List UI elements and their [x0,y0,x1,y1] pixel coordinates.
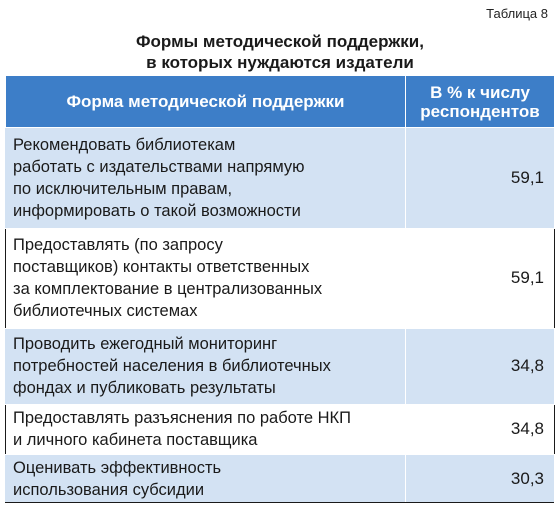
row-1-line-4: информировать о такой возможности [13,201,301,220]
support-forms-table: Форма методической поддержки В % к числу… [5,75,555,504]
row-4-percent: 34,8 [405,404,555,455]
header-percent-line-1: В % к числу [430,82,530,102]
row-3-line-1: Проводить ежегодный мониторинг [13,335,278,353]
row-1-form: Рекомендовать библиотекам работать с изд… [5,127,406,229]
row-5-line-2: использования субсидии [13,480,205,499]
table-title: Формы методической поддержки, в которых … [0,31,560,73]
row-1-line-3: по исключительным правам, [13,179,233,198]
header-form-of-support: Форма методической поддержки [5,75,406,128]
row-4-form: Предоставлять разъяснения по работе НКП … [5,404,406,455]
header-percent-of-respondents: В % к числу респондентов [405,75,555,128]
row-5-percent: 30,3 [405,454,555,504]
table-bottom-rule [5,502,554,503]
row-3-form: Проводить ежегодный мониторинг потребнос… [5,328,406,405]
header-percent-line-2: респондентов [420,101,540,121]
row-4-line-2: и личного кабинета поставщика [13,431,258,449]
row-1-line-2: работать с издательствами напрямую [13,157,305,176]
row-2-line-2: поставщиков) контакты ответственных [13,258,310,276]
row-3-percent: 34,8 [405,328,555,405]
row-2-line-1: Предоставлять (по запросу [13,236,223,254]
row-1-line-1: Рекомендовать библиотекам [13,135,236,154]
row-3-line-3: фондах и публиковать результаты [13,379,276,397]
table-row: Оценивать эффективность использования су… [5,454,555,504]
row-1-percent: 59,1 [405,127,555,229]
row-5-form: Оценивать эффективность использования су… [5,454,406,504]
table-row: Предоставлять разъяснения по работе НКП … [5,404,555,455]
title-line-2: в которых нуждаются издатели [146,53,414,72]
row-3-line-2: потребностей населения в библиотечных [13,357,331,375]
row-2-line-4: библиотечных системах [13,302,198,320]
title-line-1: Формы методической поддержки, [136,32,424,51]
row-2-percent: 59,1 [405,228,555,329]
row-2-form: Предоставлять (по запросу поставщиков) к… [5,228,406,329]
table-number: Таблица 8 [486,6,548,21]
row-4-line-1: Предоставлять разъяснения по работе НКП [13,409,351,427]
table-row: Проводить ежегодный мониторинг потребнос… [5,328,555,405]
table-header-row: Форма методической поддержки В % к числу… [5,75,555,128]
table-row: Предоставлять (по запросу поставщиков) к… [5,228,555,329]
row-2-line-3: за комплектование в централизованных [13,280,323,298]
table-row: Рекомендовать библиотекам работать с изд… [5,127,555,229]
row-5-line-1: Оценивать эффективность [13,458,222,477]
